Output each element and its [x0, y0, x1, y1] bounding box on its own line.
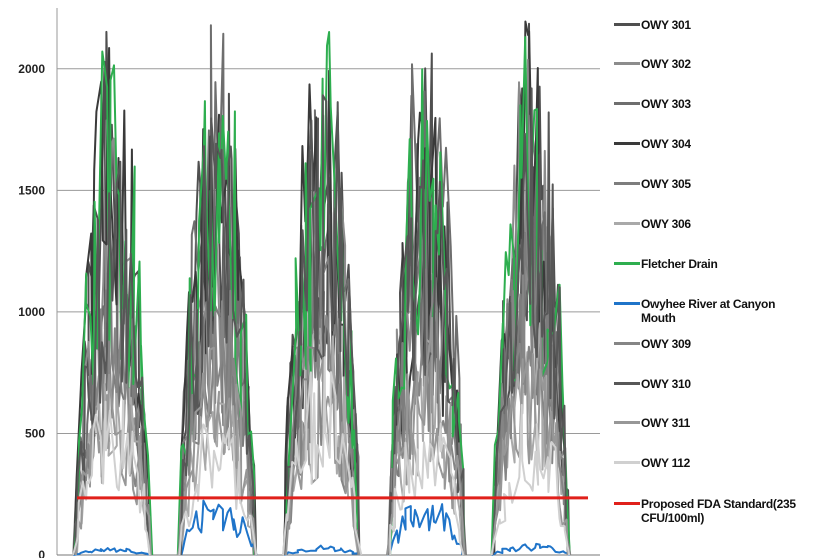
legend-swatch	[614, 102, 640, 105]
legend-swatch	[614, 382, 640, 385]
series-line	[491, 87, 570, 556]
y-tick-label: 0	[38, 548, 45, 558]
legend-label: OWY 301	[641, 18, 691, 32]
legend-label: Proposed FDA Standard(235 CFU/100ml)	[641, 497, 796, 525]
series-line	[491, 542, 571, 556]
series-line	[389, 422, 465, 556]
series-line	[490, 403, 571, 556]
legend-swatch	[614, 342, 640, 345]
y-tick-label: 1000	[18, 305, 45, 319]
series-lines	[72, 20, 572, 556]
series-line	[490, 352, 569, 556]
legend-label: OWY 303	[641, 97, 691, 111]
legend-label: OWY 305	[641, 177, 691, 191]
series-line	[386, 316, 466, 556]
legend-label: OWY 311	[641, 416, 691, 430]
legend-swatch	[614, 23, 640, 26]
legend-label: OWY 112	[641, 456, 691, 470]
series-line	[178, 289, 256, 556]
legend-label: Fletcher Drain	[641, 257, 718, 271]
legend-swatch	[614, 222, 640, 225]
series-line	[388, 159, 465, 556]
series-line	[282, 356, 363, 556]
series-line	[72, 399, 151, 556]
series-line	[284, 31, 360, 556]
legend-swatch	[614, 262, 640, 265]
series-line	[386, 503, 464, 556]
legend-label: OWY 304	[641, 137, 691, 151]
series-line	[282, 246, 360, 556]
series-line	[179, 113, 258, 556]
series-line	[178, 423, 258, 556]
series-7	[73, 499, 571, 556]
legend-label: OWY 302	[641, 57, 691, 71]
series-line	[74, 160, 152, 556]
legend-swatch	[614, 502, 640, 505]
legend-swatch	[614, 421, 640, 424]
legend-swatch	[614, 461, 640, 464]
y-tick-label: 500	[25, 426, 45, 440]
legend-label: OWY 309	[641, 337, 691, 351]
y-tick-label: 2000	[18, 62, 45, 76]
series-line	[179, 117, 257, 556]
series-11	[72, 356, 571, 556]
legend-label: OWY 310	[641, 377, 691, 391]
legend-label: Owyhee River at Canyon Mouth	[641, 297, 776, 325]
series-line	[74, 373, 152, 556]
series-line	[180, 499, 258, 556]
series-line	[388, 52, 464, 556]
y-tick-label: 1500	[18, 183, 45, 197]
series-line	[283, 544, 360, 556]
legend-swatch	[614, 62, 640, 65]
series-line	[73, 50, 154, 556]
legend-swatch	[614, 142, 640, 145]
legend-label: OWY 306	[641, 217, 691, 231]
legend-swatch	[614, 302, 640, 305]
y-axis: 0 500 1000 1500 2000	[18, 8, 600, 558]
legend-swatch	[614, 182, 640, 185]
series-line	[73, 547, 150, 556]
